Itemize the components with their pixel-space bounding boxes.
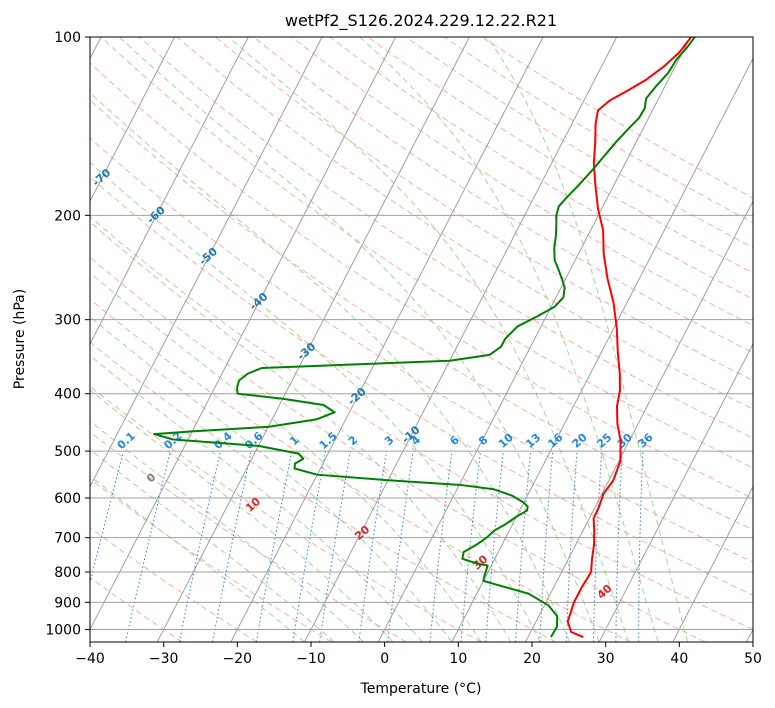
isotherm-line (90, 37, 176, 203)
mixing-ratio-line (387, 451, 414, 642)
mixing-ratio-line (319, 451, 351, 642)
y-tick-label: 500 (54, 444, 81, 460)
moist-adiabat-line (118, 37, 600, 642)
mixing-ratio-line (358, 451, 388, 642)
isotherm-line (156, 37, 470, 642)
mixing-ratio-lines (90, 450, 644, 642)
x-axis-label: Temperature (°C) (360, 681, 482, 697)
dry-adiabat-line (176, 37, 753, 410)
isotherm-line (525, 200, 753, 642)
isotherm-line (90, 37, 249, 346)
moist-adiabat-line (486, 37, 689, 642)
mixing-ratio-line (429, 451, 453, 642)
isotherm-line (377, 37, 691, 642)
y-tick-label: 600 (54, 491, 81, 507)
mixing-ratio-line (90, 450, 125, 585)
dry-adiabat-line (90, 298, 631, 642)
mixing-ratio-line (178, 450, 221, 642)
dry-adiabat-line (90, 137, 753, 563)
y-tick-label: 900 (54, 595, 81, 611)
isotherm-line (304, 37, 618, 642)
dry-adiabat-line (90, 215, 753, 631)
y-tick-label: 400 (54, 387, 81, 403)
dry-adiabat-line (90, 431, 407, 642)
dry-adiabat-line (90, 62, 753, 500)
x-tick-label: 50 (744, 651, 762, 667)
isotherm-line (90, 37, 323, 488)
moist-adiabat-line (227, 37, 630, 642)
moist-adiabat-line (90, 92, 571, 642)
mixing-ratio-line (125, 450, 171, 642)
plot-frame (89, 36, 754, 643)
dry-adiabat-line (138, 37, 753, 439)
moist-adiabat-line (359, 37, 659, 642)
moist-adiabat-line (90, 316, 453, 642)
moist-adiabat-line (90, 272, 482, 642)
dewpoint-profile (152, 37, 696, 638)
x-tick-label: 30 (597, 651, 615, 667)
x-tick-label: −40 (75, 651, 105, 667)
mixing-ratio-line (460, 451, 482, 642)
moist-adiabat-line (90, 420, 364, 642)
dry-adiabat-line (90, 99, 753, 531)
y-axis-label: Pressure (hPa) (12, 289, 28, 389)
y-tick-label: 700 (54, 531, 81, 547)
x-tick-label: 20 (523, 651, 541, 667)
y-tick-label: 1000 (45, 622, 81, 638)
temperature-profile (566, 37, 692, 638)
isotherm-line (451, 57, 753, 642)
pressure-gridlines (90, 37, 753, 630)
x-tick-label: 40 (670, 651, 688, 667)
dry-adiabat-line (90, 385, 482, 642)
x-axis: −40 −30 −20 −10 0 10 20 30 40 50 (75, 642, 762, 667)
chart-title: wetPf2_S126.2024.229.12.22.R21 (285, 11, 557, 31)
dry-adiabat-line (90, 478, 333, 642)
profile-series (152, 37, 696, 638)
mixing-ratio-line (485, 451, 504, 642)
moist-adiabat-line (90, 449, 335, 642)
dry-adiabats (90, 37, 753, 642)
isotherm-line (672, 485, 753, 642)
moist-adiabat-line (90, 161, 541, 642)
moist-adiabats (90, 37, 689, 642)
isotherm-line (90, 37, 397, 631)
mixing-ratio-line (515, 451, 532, 642)
dry-adiabat-line (90, 176, 753, 596)
isotherms (90, 37, 753, 642)
x-tick-label: 10 (449, 651, 467, 667)
x-tick-label: 0 (380, 651, 389, 667)
isotherm-line (230, 37, 544, 642)
moist-adiabat-line (90, 475, 305, 642)
y-tick-label: 100 (54, 30, 81, 46)
isotherm-line (598, 342, 753, 642)
dry-adiabat-line (90, 576, 183, 642)
y-tick-label: 800 (54, 565, 81, 581)
dry-adiabat-line (90, 256, 706, 642)
y-axis: 100 200 300 400 500 600 700 800 900 1000 (45, 30, 90, 638)
x-tick-label: −30 (149, 651, 179, 667)
moist-adiabat-line (90, 221, 512, 642)
x-tick-label: −10 (296, 651, 326, 667)
y-tick-label: 300 (54, 313, 81, 329)
x-tick-label: −20 (223, 651, 253, 667)
dry-adiabat-line (291, 37, 753, 327)
dry-adiabat-line (329, 37, 753, 300)
y-tick-label: 200 (54, 208, 81, 224)
